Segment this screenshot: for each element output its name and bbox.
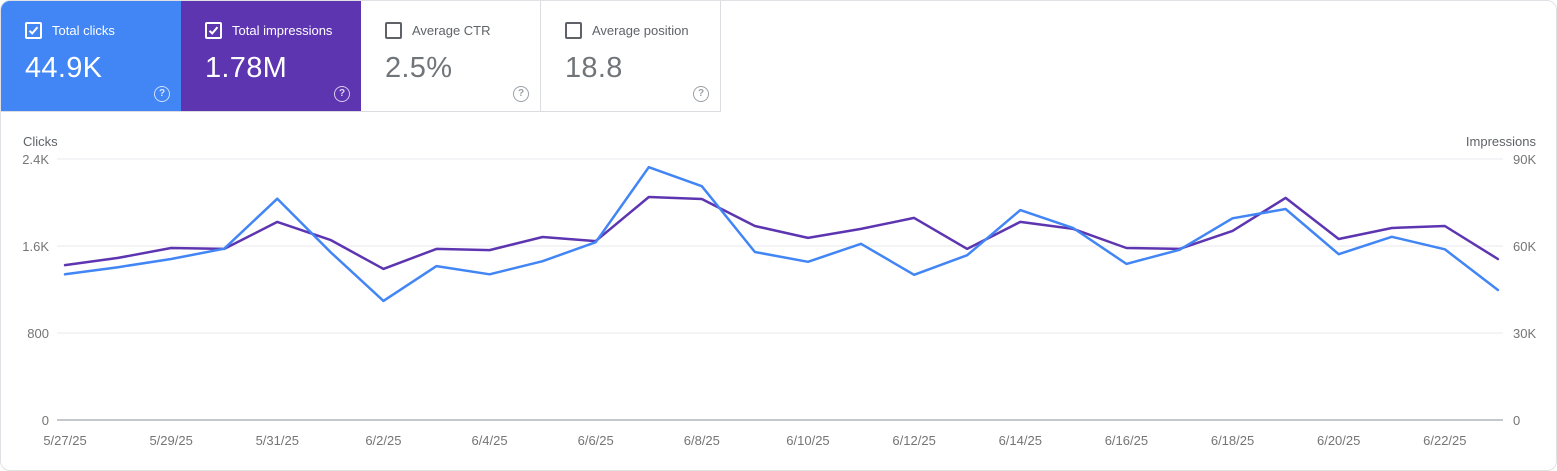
card-label-row: Total impressions [205,22,361,39]
svg-text:6/20/25: 6/20/25 [1317,433,1360,448]
metric-card-average-position[interactable]: Average position 18.8 ? [541,1,721,111]
card-label-row: Total clicks [25,22,181,39]
metric-card-total-clicks[interactable]: Total clicks 44.9K ? [1,1,181,111]
checkmark-icon [208,26,219,35]
svg-text:60K: 60K [1513,239,1536,254]
performance-chart-svg[interactable]: 2.4K 90K 1.6K 60K 800 30K 0 0 Clicks Impressions 5… [1,112,1557,471]
svg-text:5/31/25: 5/31/25 [256,433,299,448]
svg-text:90K: 90K [1513,152,1536,167]
card-label: Average CTR [412,23,491,38]
svg-text:6/2/25: 6/2/25 [365,433,401,448]
svg-text:0: 0 [42,413,49,428]
help-icon[interactable]: ? [693,86,709,102]
svg-text:6/16/25: 6/16/25 [1105,433,1148,448]
svg-text:6/4/25: 6/4/25 [471,433,507,448]
card-label: Total clicks [52,23,115,38]
metric-card-average-ctr[interactable]: Average CTR 2.5% ? [361,1,541,111]
svg-text:30K: 30K [1513,326,1536,341]
card-label: Average position [592,23,689,38]
svg-text:2.4K: 2.4K [22,152,49,167]
performance-chart[interactable]: 2.4K 90K 1.6K 60K 800 30K 0 0 Clicks Impressions 5… [1,112,1557,471]
svg-text:800: 800 [27,326,49,341]
svg-text:6/18/25: 6/18/25 [1211,433,1254,448]
card-value: 2.5% [385,52,453,84]
checkbox-icon[interactable] [565,22,582,39]
card-label-row: Average position [565,22,720,39]
help-icon[interactable]: ? [334,86,350,102]
card-value: 18.8 [565,52,623,84]
svg-text:6/14/25: 6/14/25 [999,433,1042,448]
svg-text:1.6K: 1.6K [22,239,49,254]
help-icon[interactable]: ? [513,86,529,102]
card-value: 44.9K [25,52,103,84]
card-label: Total impressions [232,23,333,38]
checkmark-icon [28,26,39,35]
svg-text:6/6/25: 6/6/25 [578,433,614,448]
svg-text:6/22/25: 6/22/25 [1423,433,1466,448]
svg-text:5/29/25: 5/29/25 [149,433,192,448]
card-value: 1.78M [205,52,288,84]
svg-text:Clicks: Clicks [23,134,58,149]
checkbox-icon[interactable] [385,22,402,39]
checkbox-icon[interactable] [205,22,222,39]
help-icon[interactable]: ? [154,86,170,102]
svg-text:Impressions: Impressions [1466,134,1537,149]
svg-text:6/12/25: 6/12/25 [892,433,935,448]
checkbox-icon[interactable] [25,22,42,39]
metric-cards-row: Total clicks 44.9K ? Total impressions 1… [1,1,721,112]
svg-text:6/10/25: 6/10/25 [786,433,829,448]
svg-text:5/27/25: 5/27/25 [43,433,86,448]
card-label-row: Average CTR [385,22,540,39]
metric-card-total-impressions[interactable]: Total impressions 1.78M ? [181,1,361,111]
svg-text:6/8/25: 6/8/25 [684,433,720,448]
svg-text:0: 0 [1513,413,1520,428]
